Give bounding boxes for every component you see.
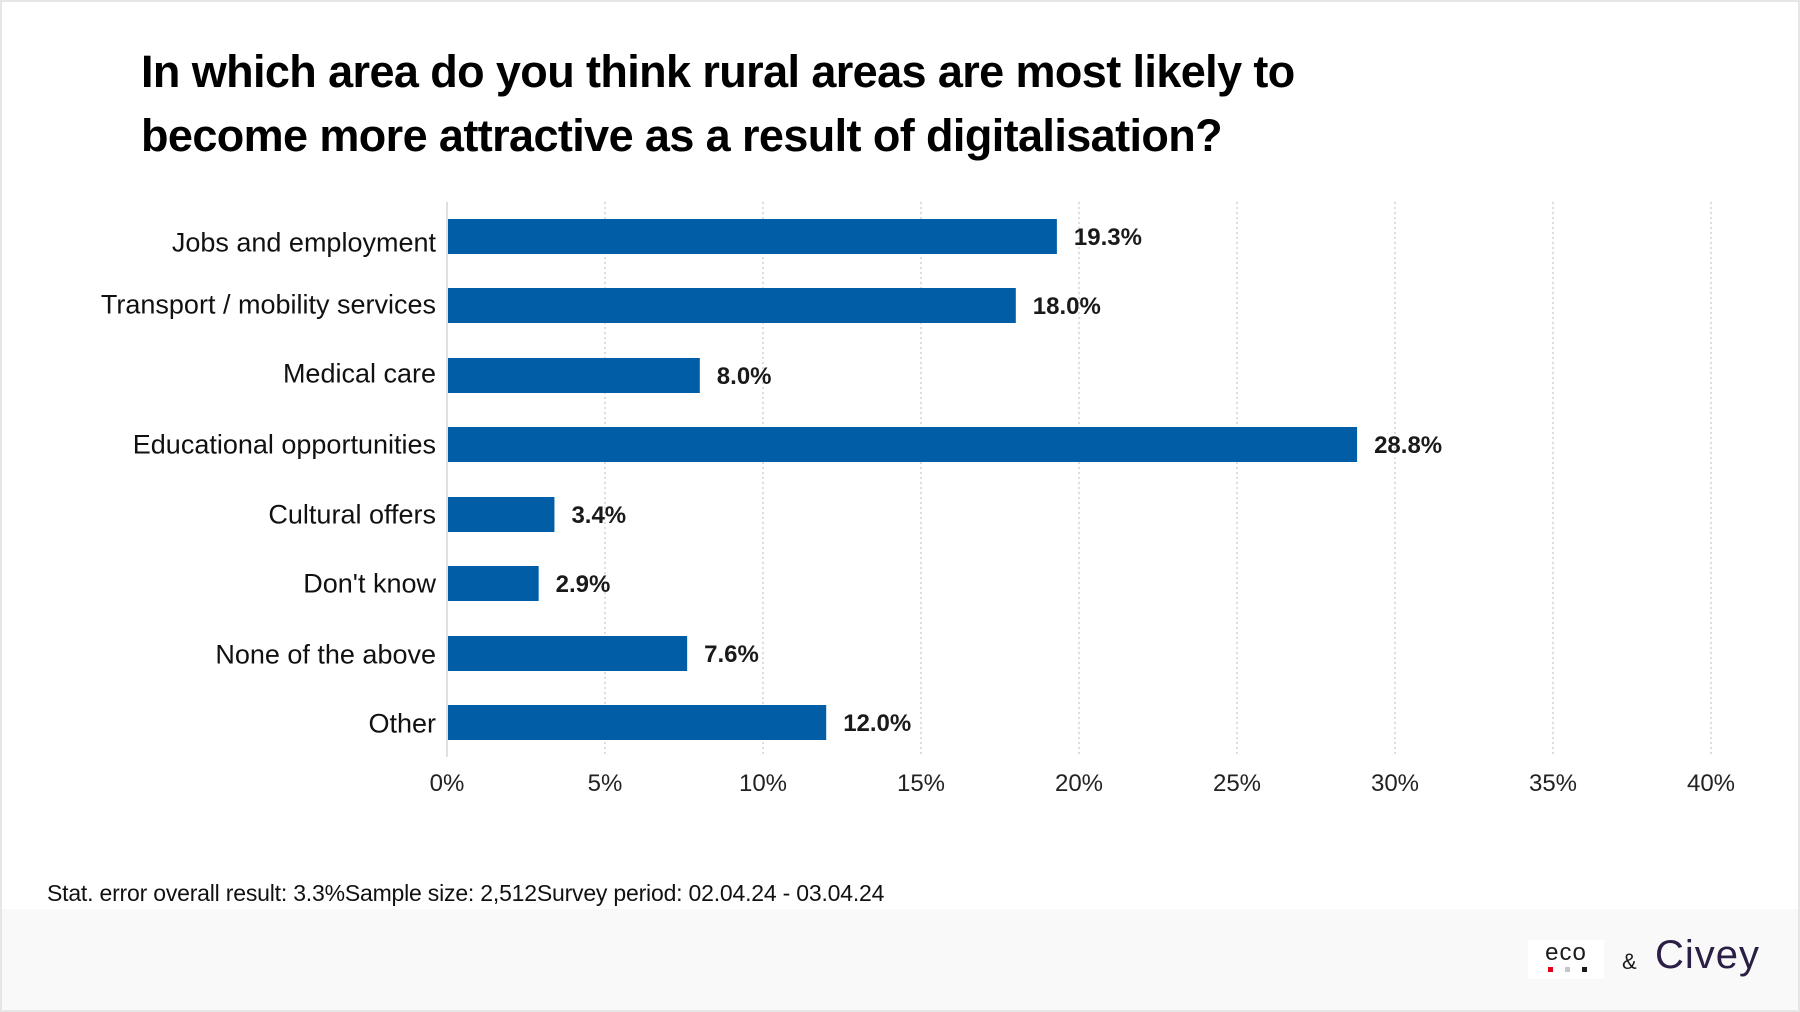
category-label: Medical care (283, 359, 436, 389)
x-tick-label: 0% (430, 770, 465, 797)
bar (448, 219, 1057, 254)
value-label: 12.0% (843, 710, 911, 737)
value-label: 3.4% (571, 502, 626, 529)
bar (448, 288, 1016, 323)
bar (448, 705, 827, 740)
footnote-survey-info: Stat. error overall result: 3.3%Sample s… (47, 880, 885, 906)
eco-logo-dot-red (1548, 967, 1553, 972)
category-label: Other (368, 709, 436, 739)
value-label: 2.9% (556, 571, 611, 598)
category-label: Cultural offers (268, 500, 436, 530)
footer-logos: eco & Civey (2, 909, 1798, 1010)
gridlines (604, 202, 1712, 757)
eco-logo-text: eco (1545, 939, 1587, 966)
ampersand: & (1622, 949, 1637, 974)
x-tick-label: 35% (1529, 770, 1577, 797)
eco-logo-dot-gray (1565, 967, 1570, 972)
x-tick-label: 15% (897, 770, 945, 797)
chart-title: In which area do you think rural areas a… (141, 40, 1641, 168)
category-label: Transport / mobility services (101, 290, 436, 320)
x-tick-label: 30% (1371, 770, 1419, 797)
chart-title-line-2: become more attractive as a result of di… (141, 110, 1223, 161)
x-tick-label: 10% (739, 770, 787, 797)
x-tick-label: 5% (588, 770, 623, 797)
x-tick-labels: 0% 5% 10% 15% 20% 25% 30% 35% 40% (430, 770, 1735, 797)
bar (448, 358, 700, 393)
value-label: 18.0% (1033, 293, 1101, 320)
bar (448, 497, 555, 532)
x-tick-label: 25% (1213, 770, 1261, 797)
bars (448, 219, 1358, 740)
value-labels: 19.3% 18.0% 8.0% 28.8% 3.4% 2.9% 7.6% 12.0% (556, 224, 1443, 737)
x-tick-label: 20% (1055, 770, 1103, 797)
bar (448, 566, 539, 601)
value-label: 28.8% (1374, 432, 1442, 459)
eco-logo-dot-black (1582, 967, 1587, 972)
category-labels: Jobs and employment Transport / mobility … (101, 228, 437, 739)
value-label: 7.6% (704, 641, 759, 668)
value-label: 19.3% (1074, 224, 1142, 251)
value-label: 8.0% (717, 363, 772, 390)
category-label: Don't know (303, 569, 436, 599)
civey-logo: Civey (1655, 933, 1761, 977)
bar (448, 427, 1358, 462)
eco-logo: eco (1528, 940, 1604, 979)
category-label: None of the above (215, 640, 436, 670)
category-label: Jobs and employment (172, 228, 437, 258)
bar (448, 636, 688, 671)
bar-chart: Jobs and employment Transport / mobility … (101, 202, 1735, 797)
x-tick-label: 40% (1687, 770, 1735, 797)
category-label: Educational opportunities (133, 430, 436, 460)
chart-title-line-1: In which area do you think rural areas a… (141, 46, 1295, 97)
